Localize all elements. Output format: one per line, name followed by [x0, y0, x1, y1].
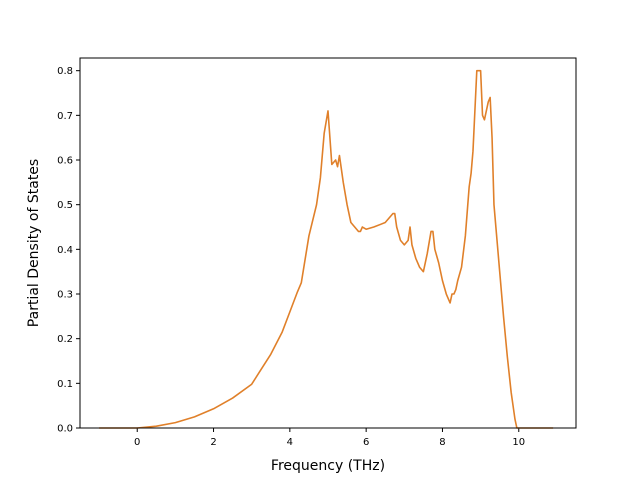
y-axis-label: Partial Density of States	[26, 159, 42, 327]
x-tick-label: 8	[439, 437, 445, 448]
y-tick-label: 0.2	[57, 334, 73, 345]
series-layer	[99, 69, 554, 429]
y-tick-label: 0.4	[57, 245, 73, 256]
ticks-layer: 0 2 4 6 8 10 0.0 0.1 0.2 0.3 0.4 0.5 0.6 0.7 0.8	[57, 66, 525, 448]
y-tick-label: 0.8	[57, 66, 73, 77]
y-tick-label: 0.0	[57, 424, 73, 435]
series-line	[99, 69, 554, 429]
x-tick-label: 6	[363, 437, 369, 448]
x-tick-label: 0	[134, 437, 140, 448]
x-tick-label: 10	[512, 437, 525, 448]
y-tick-label: 0.6	[57, 156, 73, 167]
x-tick-label: 2	[210, 437, 216, 448]
y-tick-label: 0.3	[57, 290, 73, 301]
y-tick-label: 0.1	[57, 379, 73, 390]
y-tick-label: 0.5	[57, 200, 73, 211]
y-tick-label: 0.7	[57, 111, 73, 122]
x-tick-label: 4	[287, 437, 293, 448]
plot-frame	[79, 57, 577, 429]
x-axis-label: Frequency (THz)	[271, 458, 385, 474]
